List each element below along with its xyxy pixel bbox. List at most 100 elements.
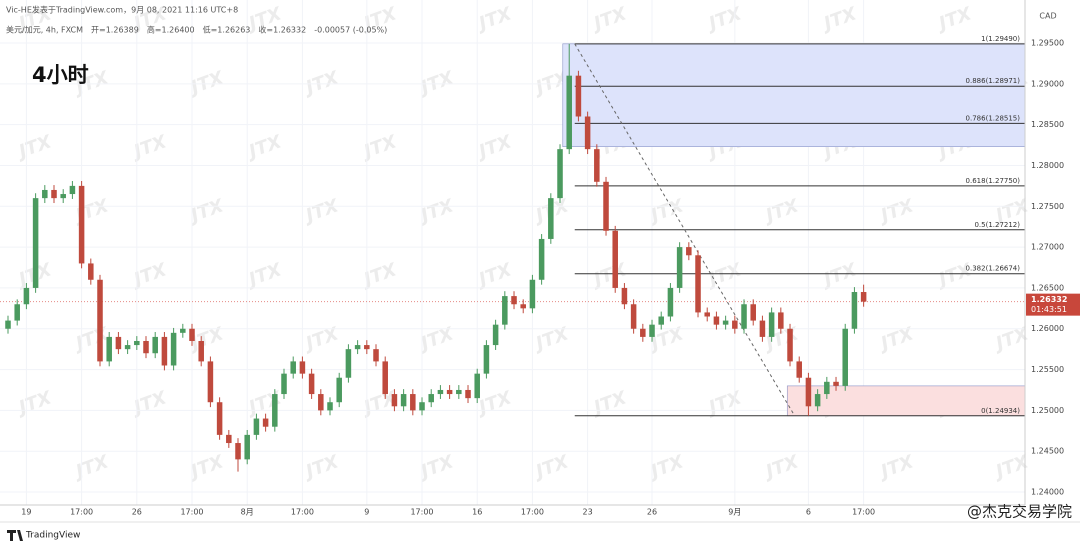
candle-body <box>318 394 324 411</box>
candle-body <box>759 320 766 337</box>
candle-body <box>170 332 177 366</box>
x-tick-label: 9月 <box>728 508 741 517</box>
candle-body <box>216 402 223 435</box>
candle-body <box>97 279 103 362</box>
candle-body <box>695 255 701 313</box>
chart-title: 4小时 <box>32 63 89 87</box>
fib-label: 0.886(1.28971) <box>966 77 1021 85</box>
candle-body <box>594 149 600 182</box>
candle-body <box>69 185 76 195</box>
credit: Vic-HE发表于TradingView.com，9月 08, 2021 11:… <box>6 5 238 15</box>
candle-body <box>502 296 508 325</box>
header-item: 高=1.26400 <box>147 25 195 35</box>
candle-body <box>722 320 729 325</box>
candle-body <box>134 340 140 346</box>
y-tick-label: 1.25500 <box>1031 365 1064 374</box>
x-tick-label: 26 <box>132 508 142 517</box>
y-tick-label: 1.24500 <box>1031 447 1064 456</box>
x-tick-label: 19 <box>21 508 31 517</box>
candle-body <box>511 296 517 305</box>
y-tick-label: 1.25000 <box>1031 406 1064 415</box>
x-tick-label: 23 <box>583 508 593 517</box>
candle-body <box>787 328 793 362</box>
candle-body <box>584 116 591 150</box>
candle-body <box>538 238 545 280</box>
candle-body <box>262 418 269 427</box>
fib-label: 0.382(1.26674) <box>966 265 1021 273</box>
candle-body <box>465 389 471 399</box>
author: @杰克交易学院 <box>967 503 1072 521</box>
candle-body <box>520 304 526 309</box>
candle-body <box>557 149 563 199</box>
candle-body <box>410 394 416 411</box>
candle-body <box>750 304 756 321</box>
candle-body <box>235 443 241 460</box>
candle-body <box>391 394 398 407</box>
candle-body <box>299 361 306 374</box>
candle-body <box>253 418 260 435</box>
y-tick-label: 1.26500 <box>1031 283 1064 292</box>
y-tick-label: 1.29500 <box>1031 39 1064 48</box>
y-tick-label: 1.29000 <box>1031 79 1064 88</box>
candle-body <box>336 377 342 403</box>
candle-body <box>612 230 618 288</box>
candle-body <box>382 361 388 395</box>
plot-area: 1(1.29490) 0.886(1.28971) 0.786(1.28515) 0.… <box>0 0 1026 505</box>
candle-body <box>492 324 499 346</box>
candle-body <box>189 328 195 341</box>
candle-body <box>851 292 858 329</box>
x-tick-label: 17:00 <box>70 508 93 517</box>
candle-body <box>814 394 821 407</box>
candle-body <box>833 381 839 386</box>
candle-body <box>226 434 232 444</box>
candle-body <box>88 263 94 280</box>
candle-body <box>124 345 131 350</box>
candle-body <box>741 304 747 329</box>
y-tick-label: 1.27000 <box>1031 243 1064 252</box>
tv-logo <box>7 530 23 541</box>
fib-label: 0.5(1.27212) <box>974 221 1020 229</box>
countdown: 01:43:51 <box>1031 305 1067 314</box>
candle-body <box>32 198 39 288</box>
fib-label: 0.618(1.27750) <box>966 177 1021 185</box>
candle-body <box>566 75 572 150</box>
header-item: 开=1.26389 <box>91 26 139 35</box>
candle-body <box>630 304 637 329</box>
candle-body <box>207 361 214 403</box>
candle-body <box>161 336 168 366</box>
candle-body <box>60 194 66 199</box>
candle-body <box>548 198 554 239</box>
last-price-label: 1.26332 <box>1031 295 1067 304</box>
candle-body <box>658 316 664 325</box>
candle-body <box>400 394 407 407</box>
currency: CAD <box>1039 12 1056 21</box>
candle-body <box>768 312 775 337</box>
candle-body <box>290 361 296 374</box>
x-tick-label: 6 <box>806 508 811 517</box>
x-tick-label: 9 <box>364 508 369 517</box>
fib-label: 0(1.24934) <box>981 407 1020 415</box>
x-tick-label: 17:00 <box>852 508 875 517</box>
candle-body <box>456 389 462 395</box>
zone <box>562 43 1026 147</box>
candle-body <box>676 247 683 288</box>
y-tick-label: 1.28500 <box>1031 120 1064 129</box>
candle-body <box>115 336 122 350</box>
candle-body <box>796 361 802 378</box>
candle-body <box>308 373 315 395</box>
candle-body <box>14 304 20 321</box>
y-tick-label: 1.24000 <box>1031 488 1064 497</box>
candle-body <box>272 394 278 427</box>
candle-body <box>419 402 425 411</box>
y-tick-label: 1.26000 <box>1031 324 1064 333</box>
x-tick-label: 17:00 <box>291 508 314 517</box>
candle-body <box>842 328 848 386</box>
x-tick-label: 16 <box>472 508 482 517</box>
candle-body <box>42 189 48 199</box>
candle-body <box>198 340 204 362</box>
candle-body <box>281 373 287 395</box>
x-tick-label: 17:00 <box>521 508 544 517</box>
candle-body <box>354 345 361 350</box>
candle-body <box>824 381 830 395</box>
